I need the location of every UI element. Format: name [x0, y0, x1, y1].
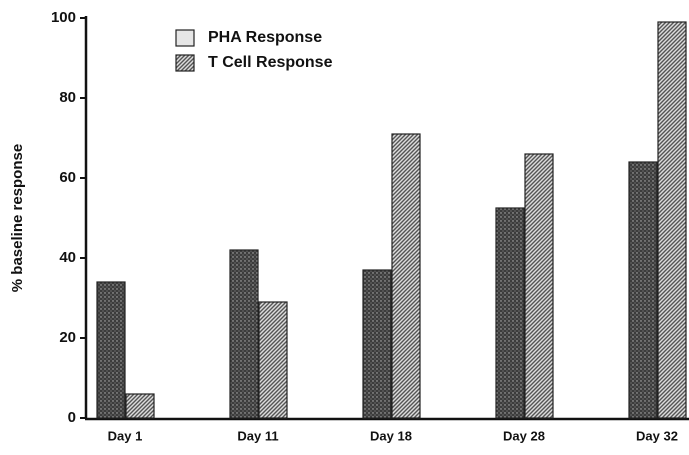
y-tick-label: 40	[59, 249, 76, 266]
y-tick-label: 20	[59, 329, 76, 346]
y-axis-label: % baseline response	[9, 144, 26, 292]
bar	[628, 161, 658, 419]
bar	[391, 133, 421, 419]
bar	[657, 21, 687, 419]
y-tick-label: 0	[68, 409, 76, 426]
y-tick-label: 60	[59, 169, 76, 186]
legend-swatch	[175, 54, 195, 72]
bar	[229, 249, 259, 419]
y-tick-label: 80	[59, 89, 76, 106]
x-tick-label: Day 1	[108, 428, 143, 443]
bar	[258, 301, 288, 419]
bar	[362, 269, 392, 419]
bar	[524, 153, 554, 419]
x-tick-label: Day 28	[503, 428, 545, 443]
x-tick-label: Day 11	[237, 428, 278, 443]
bar	[96, 281, 126, 419]
bar	[495, 207, 525, 419]
y-tick-label: 100	[51, 9, 76, 26]
x-tick-label: Day 32	[636, 428, 678, 443]
bar	[125, 393, 155, 419]
legend-swatch	[175, 29, 195, 47]
x-tick-label: Day 18	[370, 428, 412, 443]
legend-label: T Cell Response	[208, 54, 333, 71]
legend-label: PHA Response	[208, 29, 322, 46]
